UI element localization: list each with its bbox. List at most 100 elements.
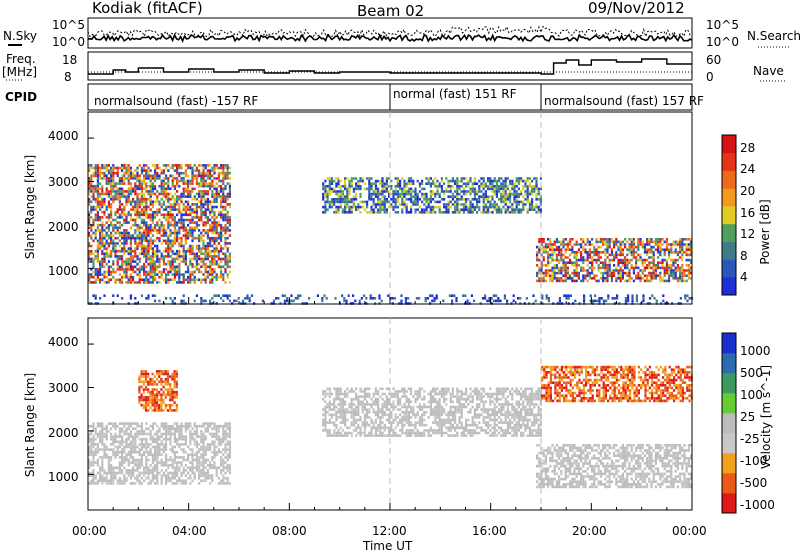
power-cell bbox=[209, 213, 212, 217]
velocity-cell bbox=[167, 430, 170, 433]
power-cell bbox=[160, 257, 163, 261]
power-cell bbox=[434, 177, 437, 180]
power-cell bbox=[555, 256, 558, 259]
power-cell bbox=[385, 190, 388, 193]
power-cell bbox=[436, 200, 439, 204]
power-cell bbox=[171, 184, 174, 188]
power-cell bbox=[591, 238, 594, 241]
power-cell bbox=[184, 249, 187, 253]
power-cell bbox=[617, 258, 620, 262]
power-cell bbox=[326, 208, 329, 211]
power-cell bbox=[526, 187, 529, 191]
velocity-cell bbox=[173, 471, 176, 475]
velocity-cell bbox=[145, 437, 148, 441]
power-cell bbox=[414, 198, 417, 201]
power-cell bbox=[176, 223, 179, 227]
power-cell bbox=[88, 210, 91, 214]
power-cell bbox=[425, 205, 428, 209]
power-cell bbox=[670, 264, 673, 267]
power-cell bbox=[171, 213, 174, 217]
power-cell bbox=[661, 243, 664, 246]
power-cell bbox=[187, 265, 190, 269]
power-cell bbox=[171, 223, 174, 227]
power-cell bbox=[597, 256, 600, 259]
power-cell bbox=[134, 281, 137, 284]
power-cell bbox=[143, 244, 146, 248]
power-cell bbox=[657, 248, 660, 251]
power-cell bbox=[322, 192, 325, 196]
power-cell bbox=[213, 184, 216, 188]
velocity-cell bbox=[149, 463, 152, 467]
power-cell bbox=[526, 192, 529, 196]
power-cell bbox=[99, 192, 102, 196]
power-cell bbox=[178, 249, 181, 253]
power-cell bbox=[129, 265, 132, 269]
power-cell bbox=[337, 208, 340, 211]
power-cell bbox=[134, 297, 137, 300]
velocity-cell bbox=[189, 469, 192, 472]
velocity-cell bbox=[99, 424, 102, 428]
velocity-cell bbox=[101, 424, 104, 428]
power-cell bbox=[147, 239, 150, 243]
power-cell bbox=[160, 171, 163, 175]
power-cell bbox=[487, 185, 490, 188]
power-cell bbox=[101, 221, 104, 224]
power-cell bbox=[176, 265, 179, 269]
power-cell bbox=[520, 211, 523, 214]
power-cell bbox=[228, 223, 231, 227]
velocity-cell bbox=[105, 435, 108, 438]
power-cell bbox=[211, 281, 214, 284]
power-cell bbox=[180, 177, 183, 180]
power-cell bbox=[182, 249, 185, 253]
power-cell bbox=[663, 274, 666, 277]
power-cell bbox=[425, 195, 428, 198]
power-cell bbox=[110, 182, 113, 185]
power-cell bbox=[399, 185, 402, 188]
power-cell bbox=[178, 278, 181, 282]
power-cell bbox=[515, 192, 518, 196]
power-cell bbox=[211, 216, 214, 219]
power-cell bbox=[447, 200, 450, 204]
velocity-cell bbox=[107, 458, 110, 462]
power-cell bbox=[145, 239, 148, 243]
power-cell bbox=[200, 164, 203, 167]
power-cell bbox=[215, 236, 218, 240]
power-cell bbox=[687, 238, 690, 241]
velocity-cell bbox=[116, 424, 119, 428]
power-cell bbox=[290, 294, 293, 297]
power-cell bbox=[416, 198, 419, 201]
power-cell bbox=[211, 166, 214, 170]
power-cell bbox=[116, 278, 119, 282]
power-cell bbox=[209, 239, 212, 243]
velocity-cell bbox=[178, 461, 181, 464]
power-cell bbox=[535, 185, 538, 188]
power-cell bbox=[90, 273, 93, 276]
power-cell bbox=[515, 203, 518, 206]
power-cell bbox=[513, 182, 516, 185]
power-cell bbox=[171, 239, 174, 243]
power-cell bbox=[646, 274, 649, 277]
power-cell bbox=[447, 190, 450, 193]
power-cell bbox=[154, 174, 157, 178]
power-cell bbox=[368, 185, 371, 188]
power-cell bbox=[224, 208, 227, 211]
power-cell bbox=[90, 195, 93, 198]
power-cell bbox=[176, 236, 179, 240]
power-cell bbox=[149, 226, 152, 230]
power-cell bbox=[110, 210, 113, 214]
velocity-cell bbox=[198, 471, 201, 475]
power-cell bbox=[335, 192, 338, 196]
power-cell bbox=[341, 185, 344, 188]
power-cell bbox=[206, 249, 209, 253]
power-cell bbox=[105, 166, 108, 170]
velocity-cell bbox=[228, 448, 231, 451]
velocity-cell bbox=[165, 443, 168, 446]
power-cell bbox=[217, 252, 220, 256]
velocity-cell bbox=[193, 422, 196, 425]
power-cell bbox=[549, 261, 552, 264]
power-cell bbox=[105, 216, 108, 219]
power-cell bbox=[630, 240, 633, 244]
velocity-cell bbox=[110, 474, 113, 477]
velocity-cell bbox=[204, 448, 207, 451]
power-cell bbox=[480, 195, 483, 198]
